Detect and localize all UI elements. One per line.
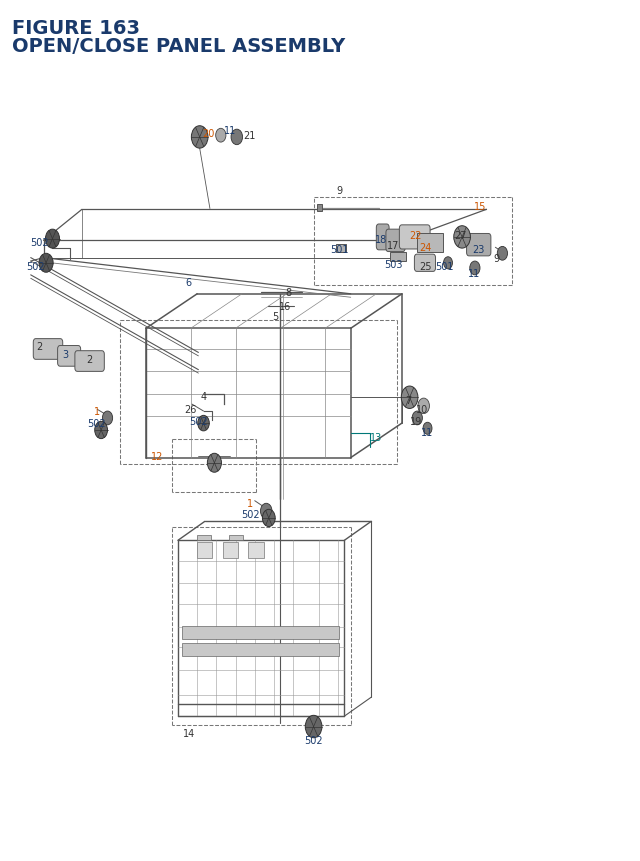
FancyBboxPatch shape [386, 230, 405, 252]
FancyBboxPatch shape [376, 225, 389, 251]
Text: FIGURE 163: FIGURE 163 [12, 19, 140, 38]
Circle shape [231, 130, 243, 146]
Text: 25: 25 [419, 262, 432, 272]
Circle shape [191, 127, 208, 149]
Circle shape [216, 129, 226, 143]
Text: 26: 26 [184, 405, 197, 415]
FancyBboxPatch shape [336, 245, 346, 253]
Circle shape [423, 423, 432, 435]
FancyBboxPatch shape [75, 351, 104, 372]
Text: 16: 16 [278, 301, 291, 312]
Text: 503: 503 [385, 260, 403, 270]
Text: 24: 24 [419, 243, 432, 253]
Text: 502: 502 [86, 418, 106, 429]
Text: 17: 17 [387, 240, 400, 251]
Text: 5: 5 [272, 312, 278, 322]
FancyBboxPatch shape [197, 536, 211, 541]
Text: 6: 6 [186, 277, 192, 288]
Text: 1: 1 [246, 499, 253, 509]
Text: 20: 20 [202, 128, 214, 139]
Text: 15: 15 [474, 201, 486, 212]
Text: 13: 13 [370, 432, 383, 443]
FancyBboxPatch shape [182, 643, 339, 656]
Text: 11: 11 [467, 269, 480, 279]
FancyBboxPatch shape [33, 339, 63, 360]
FancyBboxPatch shape [197, 542, 212, 558]
Text: 501: 501 [436, 262, 454, 272]
Text: 501: 501 [330, 245, 348, 255]
Text: 10: 10 [416, 405, 429, 415]
Circle shape [401, 387, 418, 409]
FancyBboxPatch shape [417, 234, 443, 253]
FancyBboxPatch shape [317, 205, 322, 212]
Text: 502: 502 [189, 417, 208, 427]
Circle shape [412, 412, 422, 425]
Text: 19: 19 [410, 417, 422, 427]
Text: 7: 7 [405, 395, 412, 406]
Text: 3: 3 [62, 350, 68, 360]
Text: OPEN/CLOSE PANEL ASSEMBLY: OPEN/CLOSE PANEL ASSEMBLY [12, 37, 345, 56]
Text: 14: 14 [182, 728, 195, 739]
Circle shape [198, 416, 209, 431]
Circle shape [497, 247, 508, 261]
Text: 11: 11 [421, 427, 434, 437]
Text: 502: 502 [30, 238, 49, 248]
Text: 9: 9 [493, 253, 499, 263]
Circle shape [102, 412, 113, 425]
Circle shape [444, 257, 452, 269]
Circle shape [470, 262, 480, 276]
Text: 1: 1 [94, 406, 100, 417]
Circle shape [454, 226, 470, 249]
FancyBboxPatch shape [415, 255, 436, 272]
Circle shape [207, 454, 221, 473]
Text: 502: 502 [26, 262, 45, 272]
Text: 18: 18 [374, 234, 387, 245]
Text: 4: 4 [200, 391, 207, 401]
Text: 11: 11 [224, 126, 237, 136]
Circle shape [305, 715, 322, 738]
Circle shape [262, 510, 275, 527]
FancyBboxPatch shape [248, 542, 264, 558]
FancyBboxPatch shape [182, 626, 339, 639]
Text: 8: 8 [285, 288, 291, 298]
FancyBboxPatch shape [58, 346, 81, 367]
FancyBboxPatch shape [223, 542, 238, 558]
Text: 22: 22 [410, 231, 422, 241]
FancyBboxPatch shape [467, 234, 491, 257]
Text: 2: 2 [86, 355, 93, 365]
Circle shape [95, 422, 108, 439]
Text: 2: 2 [36, 341, 43, 351]
Circle shape [418, 399, 429, 414]
Text: 23: 23 [472, 245, 485, 255]
Circle shape [39, 254, 53, 273]
Text: 21: 21 [243, 131, 256, 141]
FancyBboxPatch shape [399, 226, 430, 250]
Circle shape [45, 230, 60, 249]
Circle shape [260, 504, 272, 519]
Text: 9: 9 [336, 186, 342, 196]
Text: 12: 12 [150, 451, 163, 461]
FancyBboxPatch shape [390, 253, 406, 262]
Text: 502: 502 [241, 510, 260, 520]
Text: 502: 502 [304, 735, 323, 746]
FancyBboxPatch shape [229, 536, 243, 541]
Text: 27: 27 [454, 231, 467, 241]
